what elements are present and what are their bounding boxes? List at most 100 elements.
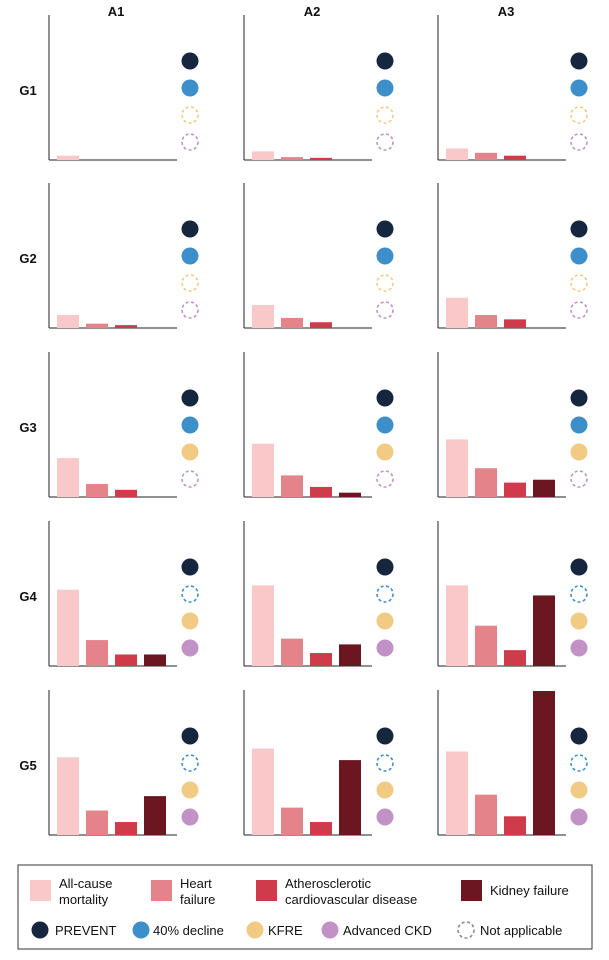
bar-heart-failure <box>281 317 303 328</box>
40-decline-marker <box>376 79 394 97</box>
prevent-marker <box>570 52 588 70</box>
row-label-g1: G1 <box>19 83 36 98</box>
legend-tool-label: PREVENT <box>55 923 116 938</box>
legend-box <box>17 864 593 950</box>
bar-heart-failure <box>281 475 303 497</box>
advanced-ckd-marker-not-applicable <box>181 133 199 151</box>
panel-g5-a2 <box>243 690 394 836</box>
40-decline-marker <box>376 247 394 265</box>
kfre-marker <box>181 781 199 799</box>
bar-atherosclerotic-cardiovascular-disease <box>504 816 526 835</box>
panel-g3-a3 <box>437 352 588 498</box>
40-decline-marker-not-applicable <box>181 754 199 772</box>
bar-atherosclerotic-cardiovascular-disease <box>504 155 526 160</box>
panel-g1-a1 <box>48 15 199 161</box>
row-label-g4: G4 <box>19 589 37 604</box>
panel-g4-a3 <box>437 521 588 667</box>
bar-atherosclerotic-cardiovascular-disease <box>115 325 137 328</box>
advanced-ckd-marker <box>570 808 588 826</box>
bar-atherosclerotic-cardiovascular-disease <box>310 486 332 497</box>
legend-swatch-2 <box>256 880 277 901</box>
advanced-ckd-marker-not-applicable <box>570 133 588 151</box>
legend-label: Kidney failure <box>490 883 569 898</box>
advanced-ckd-marker-not-applicable <box>181 470 199 488</box>
40-decline-marker-not-applicable <box>570 754 588 772</box>
bar-atherosclerotic-cardiovascular-disease <box>310 157 332 160</box>
bar-kidney-failure <box>339 760 361 835</box>
bar-all-cause-mortality <box>252 748 274 835</box>
40-decline-marker <box>181 416 199 434</box>
bar-heart-failure <box>475 315 497 328</box>
legend-40-decline-icon <box>132 921 150 939</box>
40-decline-marker <box>570 247 588 265</box>
prevent-marker <box>376 558 394 576</box>
prevent-marker <box>570 558 588 576</box>
kfre-marker <box>376 781 394 799</box>
bar-heart-failure <box>86 484 108 497</box>
bar-atherosclerotic-cardiovascular-disease <box>310 322 332 328</box>
column-label-a1: A1 <box>108 4 125 19</box>
kfre-marker-not-applicable <box>181 274 199 292</box>
bar-atherosclerotic-cardiovascular-disease <box>115 489 137 497</box>
advanced-ckd-marker-not-applicable <box>570 470 588 488</box>
panel-g1-a3 <box>437 15 588 161</box>
legend-label: Atherosclerotic <box>285 876 371 891</box>
40-decline-marker-not-applicable <box>376 754 394 772</box>
panel-g1-a2 <box>243 15 394 161</box>
advanced-ckd-marker-not-applicable <box>181 301 199 319</box>
panel-g3-a1 <box>48 352 199 498</box>
legend-prevent-icon <box>31 921 49 939</box>
bar-atherosclerotic-cardiovascular-disease <box>310 822 332 835</box>
bar-kidney-failure <box>533 479 555 497</box>
bar-atherosclerotic-cardiovascular-disease <box>504 319 526 328</box>
legend-swatch-0 <box>30 880 51 901</box>
bar-all-cause-mortality <box>57 458 79 497</box>
panel-g5-a1 <box>48 690 199 836</box>
bar-all-cause-mortality <box>57 589 79 666</box>
40-decline-marker-not-applicable <box>570 585 588 603</box>
bar-all-cause-mortality <box>57 757 79 835</box>
kfre-marker <box>181 612 199 630</box>
bar-all-cause-mortality <box>252 151 274 160</box>
kfre-marker <box>570 612 588 630</box>
bar-all-cause-mortality <box>252 585 274 666</box>
bar-all-cause-mortality <box>252 304 274 328</box>
bar-all-cause-mortality <box>446 297 468 328</box>
prevent-marker <box>181 52 199 70</box>
bar-kidney-failure <box>144 654 166 666</box>
40-decline-marker-not-applicable <box>376 585 394 603</box>
bar-heart-failure <box>475 794 497 835</box>
advanced-ckd-marker-not-applicable <box>376 301 394 319</box>
panel-g5-a3 <box>437 690 588 836</box>
40-decline-marker <box>570 79 588 97</box>
kfre-marker <box>376 443 394 461</box>
bar-atherosclerotic-cardiovascular-disease <box>504 650 526 666</box>
bar-heart-failure <box>86 810 108 835</box>
panel-g2-a3 <box>437 183 588 329</box>
bar-all-cause-mortality <box>57 155 79 160</box>
prevent-marker <box>376 727 394 745</box>
advanced-ckd-marker-not-applicable <box>376 133 394 151</box>
kfre-marker <box>181 443 199 461</box>
panel-g2-a1 <box>48 183 199 329</box>
advanced-ckd-marker <box>376 639 394 657</box>
prevent-marker <box>376 389 394 407</box>
bar-atherosclerotic-cardiovascular-disease <box>310 653 332 666</box>
legend-advanced-ckd-icon <box>321 921 339 939</box>
prevent-marker <box>570 220 588 238</box>
40-decline-marker <box>181 247 199 265</box>
panel-g2-a2 <box>243 183 394 329</box>
legend-tool-label: 40% decline <box>153 923 224 938</box>
kfre-marker-not-applicable <box>376 274 394 292</box>
legend-label: All-cause <box>59 876 112 891</box>
row-label-g2: G2 <box>19 251 36 266</box>
panel-g3-a2 <box>243 352 394 498</box>
advanced-ckd-marker <box>181 639 199 657</box>
kfre-marker <box>570 781 588 799</box>
bar-heart-failure <box>475 468 497 497</box>
prevent-marker <box>181 389 199 407</box>
advanced-ckd-marker <box>376 808 394 826</box>
legend-label: cardiovascular disease <box>285 892 417 907</box>
advanced-ckd-marker <box>181 808 199 826</box>
